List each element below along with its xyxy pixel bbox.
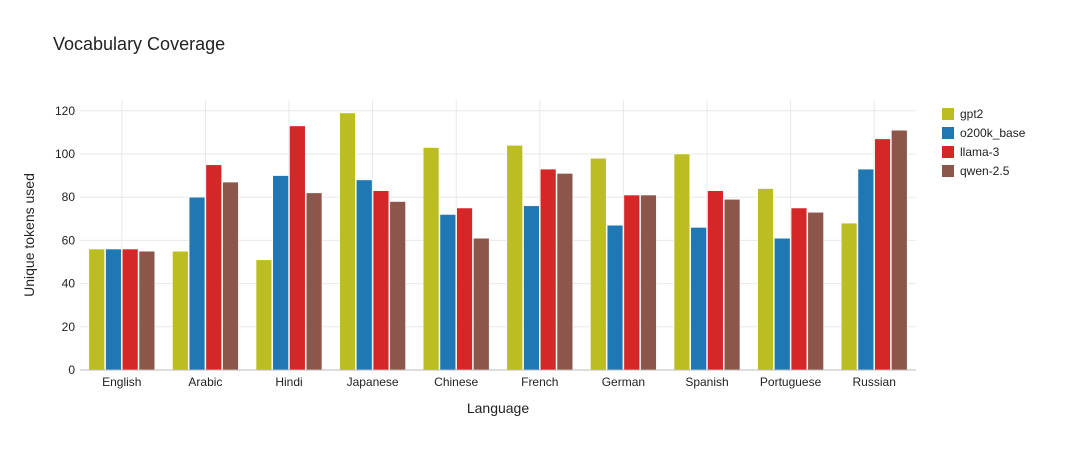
legend-label-gpt2: gpt2 [960,107,984,121]
x-tick-label: Portuguese [760,375,822,389]
bar-o200k_base-portuguese [774,237,791,371]
bar-gpt2-hindi [255,259,273,371]
legend-swatch-qwen-2.5 [942,165,954,177]
bar-gpt2-japanese [339,112,356,371]
bar-llama-3-russian [874,138,891,371]
bar-gpt2-portuguese [757,188,774,371]
bar-o200k_base-japanese [356,179,373,371]
bar-gpt2-french [506,145,523,371]
y-axis-title: Unique tokens used [21,173,37,297]
legend-swatch-llama-3 [942,146,954,158]
legend-label-o200k_base: o200k_base [960,126,1026,140]
bar-o200k_base-hindi [272,175,289,371]
grid-lines [80,100,916,370]
legend-swatch-o200k_base [942,127,954,139]
y-tick-label: 80 [62,190,76,204]
bar-o200k_base-russian [857,168,874,371]
bar-qwen-2.5-english [138,250,155,371]
bar-gpt2-spanish [673,153,691,371]
bar-o200k_base-spanish [690,227,707,371]
bars [88,112,908,371]
bar-o200k_base-arabic [188,196,206,371]
bar-qwen-2.5-spanish [723,199,741,371]
bar-qwen-2.5-russian [891,129,908,371]
x-axis-title: Language [467,400,530,416]
legend-label-qwen-2.5: qwen-2.5 [960,164,1010,178]
bar-qwen-2.5-chinese [473,237,490,371]
x-tick-label: French [521,375,558,389]
bar-llama-3-arabic [205,164,222,371]
x-tick-label: English [102,375,141,389]
bar-qwen-2.5-french [556,173,573,371]
x-tick-label: Chinese [434,375,478,389]
y-tick-label: 20 [62,320,76,334]
x-tick-label: Spanish [685,375,728,389]
x-tick-label: Hindi [275,375,302,389]
y-tick-label: 40 [62,277,76,291]
x-tick-label: Russian [853,375,896,389]
bar-llama-3-hindi [289,125,306,371]
y-tick-label: 60 [62,233,76,247]
legend-swatch-gpt2 [942,108,954,120]
x-tick-label: Japanese [347,375,399,389]
bar-o200k_base-english [105,248,122,371]
bar-o200k_base-german [606,225,624,371]
bar-llama-3-french [540,168,557,371]
bar-llama-3-portuguese [790,207,808,371]
bar-qwen-2.5-arabic [222,181,239,371]
bar-llama-3-spanish [707,190,724,371]
bar-llama-3-german [623,194,640,371]
x-tick-label: German [602,375,645,389]
bar-gpt2-english [88,248,105,371]
bar-gpt2-russian [841,222,858,371]
bar-qwen-2.5-portuguese [807,212,824,371]
bar-qwen-2.5-hindi [305,192,323,371]
y-tick-label: 0 [68,363,75,377]
bar-gpt2-german [590,158,607,371]
y-tick-label: 100 [55,147,75,161]
bar-o200k_base-chinese [439,214,456,371]
legend: gpt2 o200k_base llama-3 qwen-2.5 [942,107,1026,178]
bar-llama-3-chinese [456,207,473,371]
axes: 0 20 40 60 80 100 120 English Arabic Hindi Japanes… [55,104,916,389]
bar-qwen-2.5-german [640,194,657,371]
bar-gpt2-arabic [172,250,189,371]
bar-o200k_base-french [523,205,540,371]
chart-title: Vocabulary Coverage [53,34,225,54]
legend-label-llama-3: llama-3 [960,145,1000,159]
y-tick-label: 120 [55,104,75,118]
bar-llama-3-english [122,248,139,371]
bar-llama-3-japanese [372,190,390,371]
bar-qwen-2.5-japanese [389,201,406,371]
bar-gpt2-chinese [423,147,440,371]
x-tick-label: Arabic [188,375,222,389]
